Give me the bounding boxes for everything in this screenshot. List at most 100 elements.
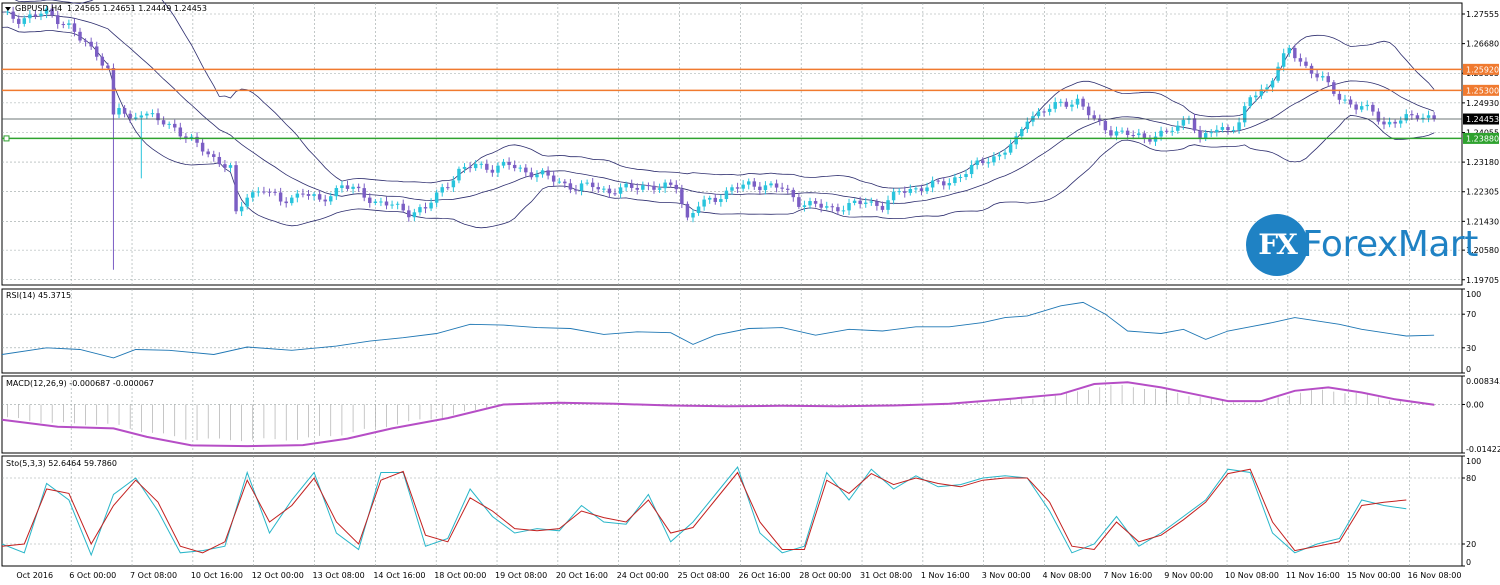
sto-signal-line (1, 468, 1407, 554)
candle-body (72, 23, 77, 32)
candle-body (28, 14, 32, 19)
candle-body (496, 165, 500, 173)
candle-body (1042, 111, 1046, 113)
candle-body (579, 183, 584, 191)
candle-body (1287, 47, 1291, 54)
candle-body (290, 197, 294, 204)
candle-body (702, 199, 706, 207)
candle-body (485, 163, 489, 170)
candle-body (875, 201, 879, 206)
candle-body (1248, 97, 1252, 107)
time-tick-label: 13 Oct 08:00 (313, 571, 365, 580)
candle-body (825, 206, 829, 208)
candle-body (936, 180, 940, 182)
candle-body (797, 197, 801, 207)
candle-body (145, 113, 149, 116)
candle-body (1326, 76, 1330, 83)
price-tick-label: 1.27555 (1466, 10, 1499, 19)
candle-body (44, 8, 49, 14)
candle-body (384, 201, 389, 206)
candle-body (78, 31, 82, 41)
candle-body (156, 113, 160, 121)
candle-body (808, 201, 812, 206)
candle-body (1276, 66, 1280, 81)
candle-body (501, 161, 506, 166)
candle-body (780, 187, 784, 189)
candle-body (95, 46, 99, 57)
candle-body (1003, 152, 1007, 155)
rsi-line (1, 301, 1435, 359)
candle-body (618, 187, 623, 194)
candle-body (758, 186, 762, 191)
candle-body (852, 200, 857, 203)
candle-body (914, 188, 918, 190)
candle-body (262, 191, 266, 193)
candle-body (1226, 127, 1230, 131)
candle-body (1020, 129, 1024, 137)
candle-body (390, 204, 394, 206)
candle-body (1047, 108, 1052, 112)
time-tick-label: 20 Oct 16:00 (556, 571, 608, 580)
candle-body (540, 170, 545, 175)
price-tick-label: 1.19705 (1466, 276, 1499, 285)
candle-body (813, 201, 818, 204)
candle-body (1159, 130, 1163, 137)
candle-body (457, 168, 461, 181)
candle-body (329, 196, 333, 202)
candle-body (1315, 73, 1319, 78)
candle-body (769, 183, 773, 186)
level-price-label: 1.25300 (1466, 86, 1499, 95)
candle-body (1398, 120, 1403, 124)
time-tick-label: 19 Oct 08:00 (495, 571, 547, 580)
candle-body (774, 183, 779, 188)
candle-body (1081, 98, 1085, 107)
rsi-tick-label: 30 (1466, 344, 1476, 353)
candle-body (886, 200, 890, 210)
candle-body (50, 8, 54, 16)
candle-body (1337, 93, 1342, 100)
candle-body (206, 151, 210, 155)
level-price-box (1463, 132, 1499, 144)
candle-body (189, 136, 194, 139)
time-tick-label: 24 Oct 00:00 (617, 571, 669, 580)
candle-body (1215, 129, 1219, 133)
candle-body (306, 194, 311, 196)
candle-body (11, 11, 15, 19)
candle-body (869, 201, 874, 203)
time-tick-label: 9 Nov 00:00 (1164, 571, 1213, 580)
candle-body (791, 189, 796, 198)
candle-body (195, 136, 199, 143)
time-tick-label: 3 Nov 00:00 (982, 571, 1031, 580)
candle-body (1359, 106, 1364, 110)
time-tick-label: Oct 2016 (16, 571, 53, 580)
candle-body (897, 191, 901, 193)
candle-body (234, 165, 238, 212)
candle-body (401, 203, 405, 211)
candle-body (122, 108, 127, 114)
candle-body (429, 202, 433, 209)
candle-body (613, 193, 617, 195)
rsi-tick-label: 100 (1466, 290, 1481, 299)
candle-body (1365, 104, 1369, 107)
time-tick-label: 4 Nov 08:00 (1043, 571, 1092, 580)
candle-body (212, 154, 216, 157)
candle-body (1148, 138, 1152, 142)
level-price-label: 1.23880 (1466, 134, 1499, 143)
candle-body (696, 206, 701, 214)
candle-body (864, 202, 868, 204)
candle-body (16, 18, 21, 24)
candle-body (334, 188, 339, 197)
candle-body (1421, 117, 1425, 119)
candle-body (111, 68, 116, 115)
level-price-box (1463, 84, 1499, 96)
macd-tick-label: 0.00 (1466, 400, 1484, 409)
time-tick-label: 14 Oct 16:00 (373, 571, 425, 580)
candle-body (1114, 131, 1119, 136)
candle-body (691, 213, 695, 218)
candle-body (964, 174, 968, 177)
candle-body (301, 193, 305, 195)
candle-body (418, 207, 422, 213)
candle-body (278, 192, 283, 202)
candle-body (746, 181, 751, 185)
